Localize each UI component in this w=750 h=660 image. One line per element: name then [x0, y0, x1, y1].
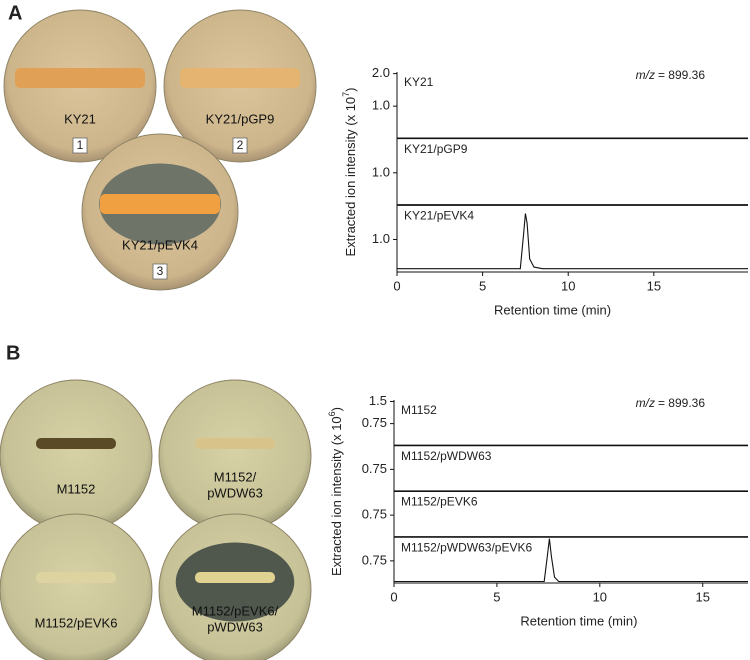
- trace-name: M1152/pWDW63: [401, 449, 492, 463]
- x-axis-title: Retention time (min): [494, 302, 611, 317]
- colony-streak: [195, 438, 275, 449]
- y-axis-title-exponent: 6: [327, 411, 337, 416]
- trace-name: M1152/pWDW63/pEVK6: [401, 540, 532, 554]
- plate-label: M1152/pEVK6/: [192, 603, 279, 618]
- annotation: m/z = 899.36: [636, 396, 706, 410]
- x-tick-label: 10: [593, 589, 607, 604]
- y-tick-label: 0.75: [362, 552, 387, 567]
- plate-number-box: [232, 137, 248, 154]
- trace: [394, 538, 748, 583]
- y-tick-label: 1.0: [372, 164, 390, 179]
- colony-streak: [180, 68, 300, 88]
- plate: [158, 379, 312, 533]
- colony-streak: [100, 194, 220, 214]
- trace-name: KY21/pGP9: [404, 142, 468, 156]
- y-axis-title: Extracted ion intensity (x 107): [341, 87, 358, 256]
- y-axis-title-text: Extracted ion intensity (x 10: [343, 97, 358, 257]
- plate-label: pWDW63: [207, 619, 263, 634]
- annotation-value: = 899.36: [658, 68, 705, 82]
- panel-label: B: [6, 342, 20, 364]
- y-tick-label: 0.75: [362, 507, 387, 522]
- plate-label: KY21/pEVK4: [122, 237, 198, 252]
- annotation-var: m/z: [636, 396, 655, 410]
- x-axis-title: Retention time (min): [520, 613, 637, 628]
- y-tick-label: 0.75: [362, 461, 387, 476]
- colony-streak: [36, 572, 116, 583]
- x-tick-label: 0: [390, 589, 397, 604]
- annotation: m/z = 899.36: [636, 68, 706, 82]
- annotation-value: = 899.36: [658, 396, 705, 410]
- colony-streak: [36, 438, 116, 449]
- trace-name: KY21/pEVK4: [404, 209, 474, 223]
- plate: [0, 513, 153, 660]
- y-tick-label: 1.0: [372, 98, 390, 113]
- plate-number: 1: [77, 138, 84, 152]
- plate-label: KY21: [64, 111, 96, 126]
- plate-label: M1152/: [214, 469, 257, 484]
- plate-label: M1152/pEVK6: [35, 615, 118, 630]
- y-tick-label: 1.0: [372, 231, 390, 246]
- plate: [0, 379, 153, 533]
- x-tick-label: 5: [479, 278, 486, 293]
- plate-number: 2: [237, 138, 244, 152]
- trace-name: KY21: [404, 75, 434, 89]
- y-tick-label: 2.0: [372, 65, 390, 80]
- y-axis-title-end: ): [343, 87, 358, 91]
- x-tick-label: 0: [393, 278, 400, 293]
- annotation-var: m/z: [636, 68, 655, 82]
- x-tick-label: 15: [695, 589, 709, 604]
- y-axis-title-text: Extracted ion intensity (x 10: [329, 416, 344, 576]
- x-tick-label: 5: [493, 589, 500, 604]
- x-tick-label: 15: [647, 278, 661, 293]
- trace: [397, 213, 748, 270]
- y-axis-title-exponent: 7: [341, 92, 351, 97]
- y-tick-label: 1.5: [369, 393, 387, 408]
- plate-label: pWDW63: [207, 485, 263, 500]
- trace-name: M1152: [401, 403, 437, 417]
- colony-streak: [195, 572, 275, 583]
- panel-label: A: [8, 2, 22, 24]
- plate-number-box: [72, 137, 88, 154]
- plate-label: KY21/pGP9: [206, 111, 275, 126]
- plate-number: 3: [157, 264, 164, 278]
- y-axis-title: Extracted ion intensity (x 106): [327, 407, 344, 576]
- y-axis-title-end: ): [329, 407, 344, 411]
- x-tick-label: 10: [561, 278, 575, 293]
- y-tick-label: 0.75: [362, 415, 387, 430]
- trace-name: M1152/pEVK6: [401, 495, 478, 509]
- plate-label: M1152: [57, 481, 96, 496]
- plate-number-box: [152, 263, 168, 280]
- colony-streak: [15, 68, 145, 88]
